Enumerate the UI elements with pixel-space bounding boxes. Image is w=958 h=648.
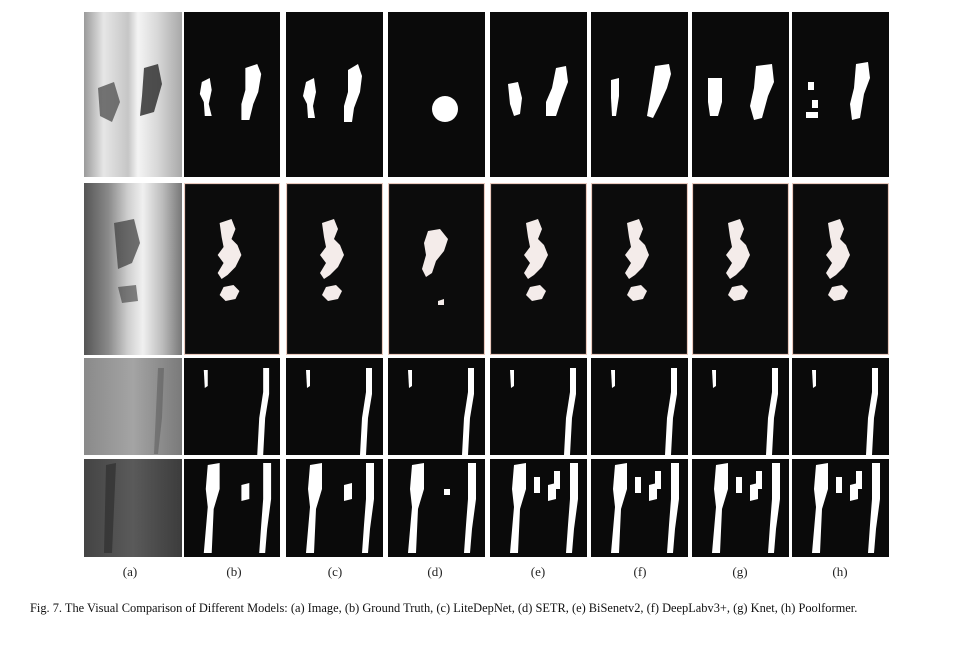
mask-row-4-col-d xyxy=(388,459,485,557)
mask-row-3-col-c xyxy=(286,358,383,455)
column-label-h: (h) xyxy=(832,564,848,579)
mask-row-1-col-f xyxy=(591,12,688,177)
mask-row-2-col-h xyxy=(792,183,889,355)
mask-row-3-col-f xyxy=(591,358,688,455)
column-label-g: (g) xyxy=(732,564,748,579)
column-label-f: (f) xyxy=(633,564,647,579)
figure-caption: Fig. 7. The Visual Comparison of Differe… xyxy=(30,601,858,615)
mask-row-4-col-c xyxy=(286,459,383,557)
mask-row-3-col-d xyxy=(388,358,485,455)
mask-row-1-col-c xyxy=(286,12,383,177)
mask-row-4-col-b xyxy=(184,459,280,557)
input-image-row-2 xyxy=(84,183,182,355)
mask-row-2-col-c xyxy=(286,183,383,355)
mask-row-1-col-b xyxy=(184,12,280,177)
input-image-row-1 xyxy=(84,12,182,177)
mask-row-4-col-e xyxy=(490,459,587,557)
column-label-c: (c) xyxy=(327,564,343,579)
mask-row-1-col-e xyxy=(490,12,587,177)
mask-row-2-col-f xyxy=(591,183,688,355)
mask-row-2-col-e xyxy=(490,183,587,355)
mask-row-4-col-f xyxy=(591,459,688,557)
mask-row-1-col-g xyxy=(692,12,789,177)
column-label-e: (e) xyxy=(530,564,546,579)
mask-row-3-col-h xyxy=(792,358,889,455)
column-label-d: (d) xyxy=(427,564,443,579)
mask-row-2-col-b xyxy=(184,183,280,355)
mask-row-1-col-d xyxy=(388,12,485,177)
mask-row-4-col-g xyxy=(692,459,789,557)
mask-row-3-col-e xyxy=(490,358,587,455)
mask-row-1-col-h xyxy=(792,12,889,177)
mask-row-2-col-d xyxy=(388,183,485,355)
column-label-a: (a) xyxy=(122,564,138,579)
input-image-row-4 xyxy=(84,459,182,557)
column-label-b: (b) xyxy=(226,564,242,579)
mask-row-3-col-g xyxy=(692,358,789,455)
mask-row-3-col-b xyxy=(184,358,280,455)
mask-row-4-col-h xyxy=(792,459,889,557)
mask-row-2-col-g xyxy=(692,183,789,355)
input-image-row-3 xyxy=(84,358,182,455)
